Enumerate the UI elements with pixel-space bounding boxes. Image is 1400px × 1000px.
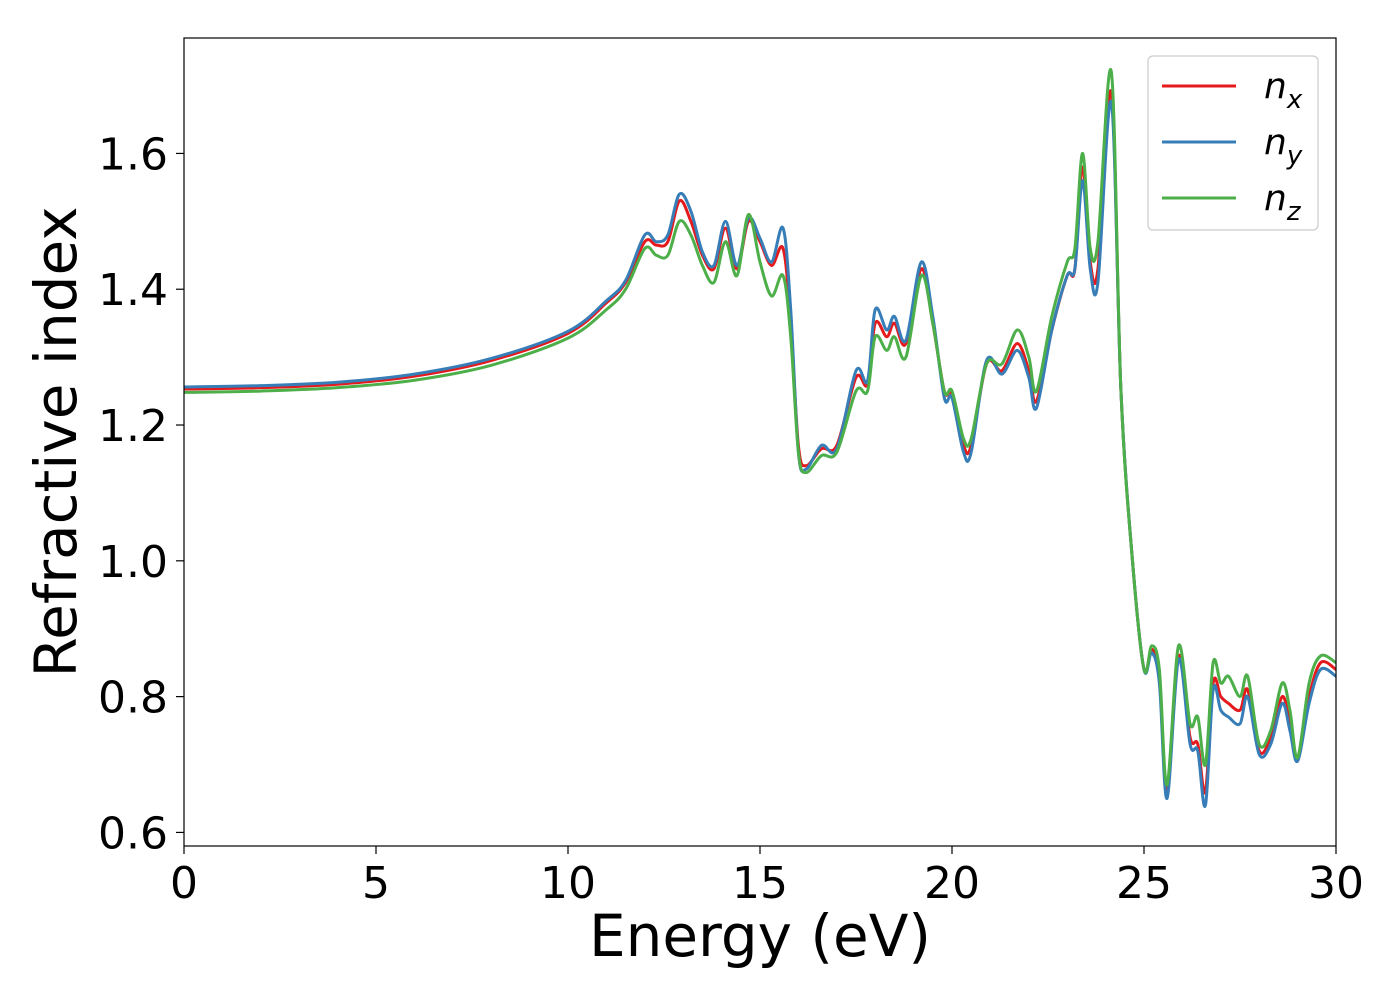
x-tick-label: 30 <box>1308 858 1364 909</box>
y-tick-label: 1.0 <box>98 537 168 588</box>
y-tick-label: 1.2 <box>98 401 168 452</box>
x-tick-label: 10 <box>540 858 596 909</box>
x-tick-label: 5 <box>362 858 390 909</box>
x-axis-ticks: 0 5 10 15 20 25 30 <box>170 846 1364 909</box>
legend-label-ny: ny <box>1264 122 1303 171</box>
y-tick-label: 0.8 <box>98 673 168 724</box>
x-tick-label: 15 <box>732 858 788 909</box>
x-tick-label: 20 <box>924 858 980 909</box>
x-tick-label: 0 <box>170 858 198 909</box>
series-line-nz <box>183 67 1337 787</box>
y-tick-label: 0.6 <box>98 808 168 859</box>
legend-subscript: z <box>1286 197 1302 227</box>
series-layer <box>183 67 1337 808</box>
legend-subscript: y <box>1286 141 1303 171</box>
y-tick-label: 1.6 <box>98 129 168 180</box>
plot-background <box>184 38 1336 846</box>
x-axis-title: Energy (eV) <box>589 902 931 970</box>
y-axis-ticks: 0.6 0.8 1.0 1.2 1.4 1.6 <box>98 129 184 859</box>
y-axis-title: Refractive index <box>22 206 90 677</box>
x-tick-label: 25 <box>1116 858 1172 909</box>
legend-subscript: x <box>1286 85 1303 115</box>
y-tick-label: 1.4 <box>98 265 168 316</box>
